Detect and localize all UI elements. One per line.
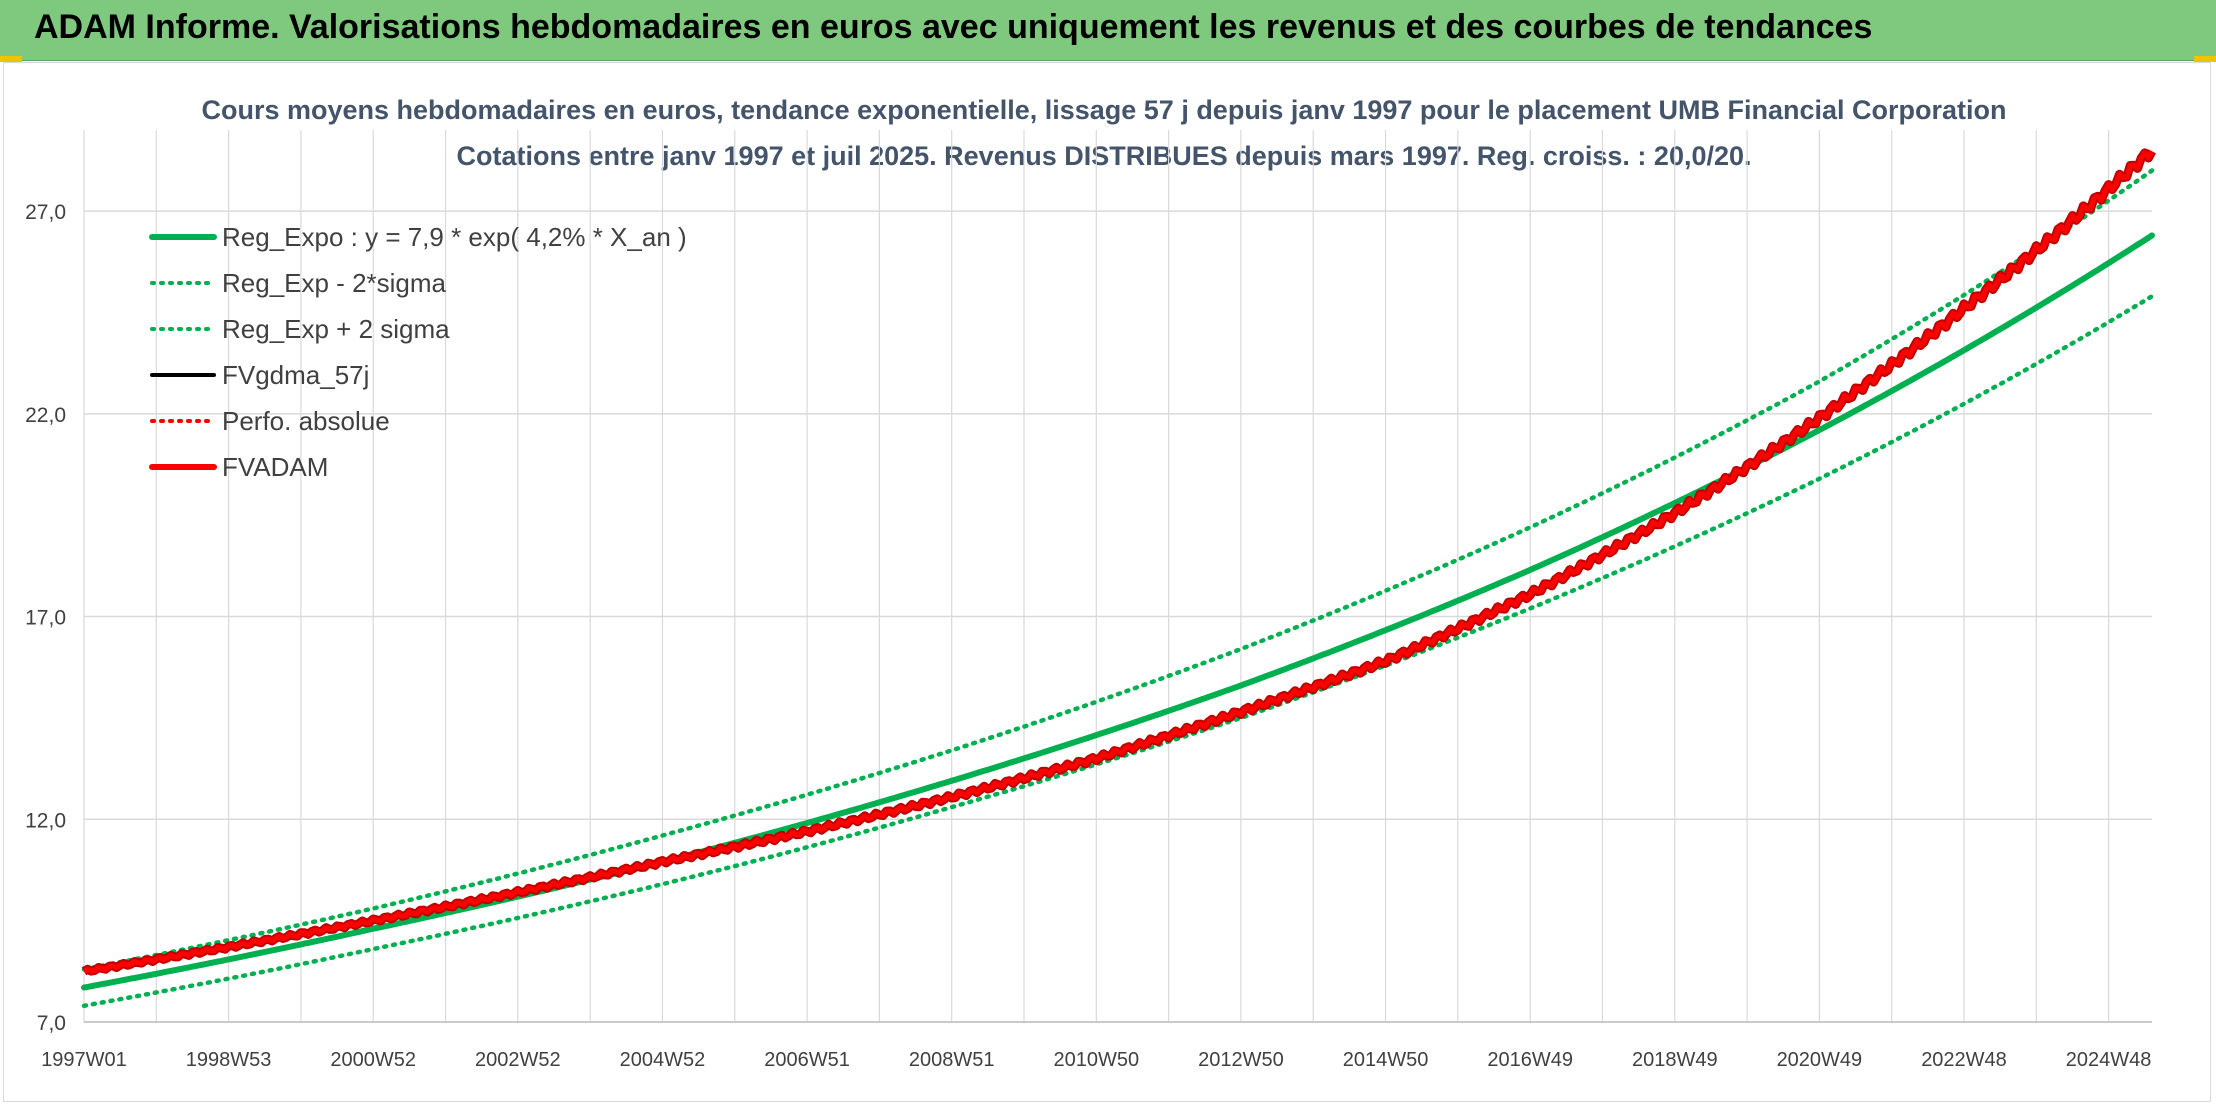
report-title: ADAM Informe. Valorisations hebdomadaire… — [34, 8, 1873, 46]
axes: 7,0 12,0 17,0 22,0 27,0 1997W01 1998W53 2000W52… — [25, 201, 2152, 1071]
series-reg-exp-plus-2sigma — [81, 168, 2155, 972]
legend-label: Perfo. absolue — [222, 406, 390, 436]
chart-subtitle: Cotations entre janv 1997 et juil 2025. … — [456, 141, 1751, 171]
x-tick-label: 2022W48 — [1921, 1049, 2007, 1071]
series-reg-exp-minus-2sigma — [81, 293, 2155, 1009]
x-tick-label: 2024W48 — [2066, 1049, 2152, 1071]
x-tick-label: 2012W50 — [1198, 1049, 1284, 1071]
x-tick-label: 2016W49 — [1487, 1049, 1573, 1071]
y-tick-label: 22,0 — [25, 404, 66, 427]
grid — [83, 130, 2152, 1023]
legend: Reg_Expo : y = 7,9 * exp( 4,2% * X_an ) R… — [149, 222, 687, 482]
corner-mark-right — [2194, 56, 2216, 62]
chart-frame — [3, 62, 2211, 1102]
x-tick-label: 2010W50 — [1053, 1049, 1139, 1071]
x-tick-label: 2004W52 — [620, 1049, 706, 1071]
series-fvadam — [82, 150, 2155, 974]
x-tick-label: 1998W53 — [186, 1049, 272, 1071]
legend-label: Reg_Expo : y = 7,9 * exp( 4,2% * X_an ) — [222, 222, 687, 252]
y-tick-label: 7,0 — [37, 1012, 66, 1035]
x-tick-label: 2014W50 — [1343, 1049, 1429, 1071]
series-reg-expo — [81, 232, 2155, 991]
legend-label: Reg_Exp + 2 sigma — [222, 314, 450, 344]
series-lines — [81, 148, 2156, 1009]
legend-label: FVADAM — [222, 452, 328, 482]
y-tick-label: 17,0 — [25, 607, 66, 630]
y-tick-label: 27,0 — [25, 201, 66, 224]
x-tick-label: 1997W01 — [41, 1049, 127, 1071]
legend-label: FVgdma_57j — [222, 360, 369, 390]
y-tick-label: 12,0 — [25, 809, 66, 832]
header-banner: ADAM Informe. Valorisations hebdomadaire… — [0, 0, 2216, 61]
corner-mark-left — [0, 56, 22, 62]
x-tick-label: 2008W51 — [909, 1049, 995, 1071]
chart-title: Cours moyens hebdomadaires en euros, ten… — [201, 95, 2006, 125]
x-tick-label: 2020W49 — [1777, 1049, 1863, 1071]
x-tick-label: 2006W51 — [764, 1049, 850, 1071]
x-tick-label: 2018W49 — [1632, 1049, 1718, 1071]
x-tick-label: 2002W52 — [475, 1049, 561, 1071]
x-tick-label: 2000W52 — [330, 1049, 416, 1071]
legend-label: Reg_Exp - 2*sigma — [222, 268, 447, 298]
